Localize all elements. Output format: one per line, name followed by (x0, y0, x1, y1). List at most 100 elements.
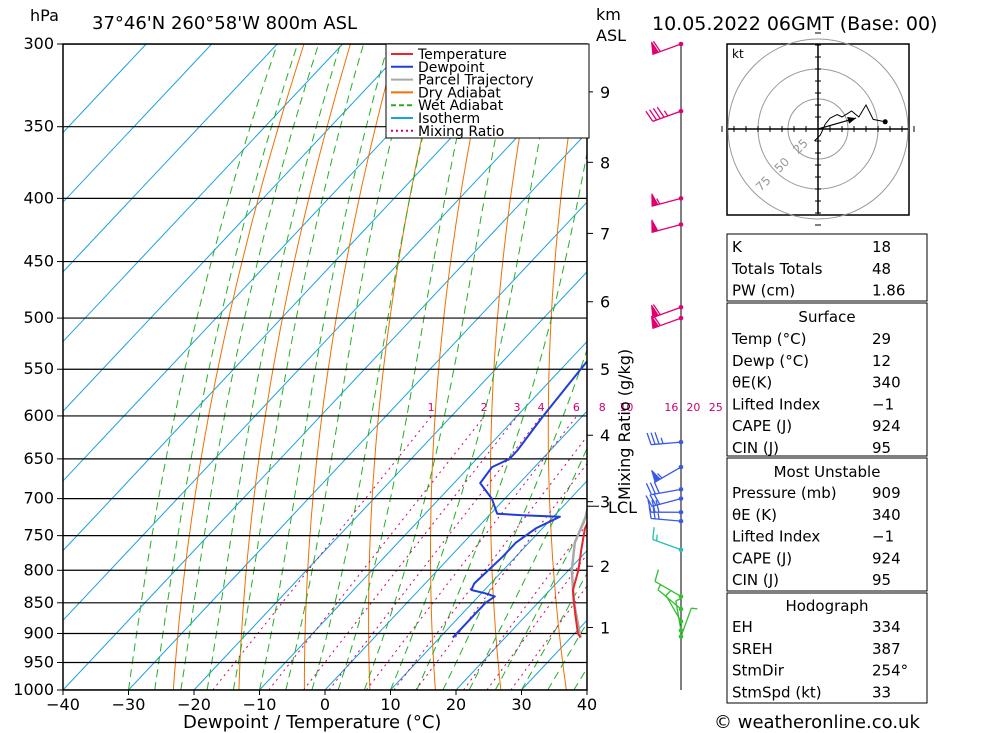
wind-barb-full (649, 494, 657, 506)
wet-adiabat-line (390, 44, 559, 690)
wind-barb-full (655, 500, 660, 513)
dewpoint-line (452, 359, 587, 639)
pressure-tick-label: 500 (23, 308, 54, 327)
index-row-label: PW (cm) (732, 282, 795, 300)
dry-adiabat-line (954, 44, 1000, 690)
wind-barb-full (652, 315, 661, 326)
sounding-series (452, 359, 587, 639)
wet-adiabat-line (232, 44, 365, 690)
km-tick-labels: 1 2 3 4 5 6 7 8 9 (587, 83, 610, 637)
wind-barb-staff (654, 580, 682, 598)
x-axis-label: Dewpoint / Temperature (°C) (183, 712, 441, 733)
wind-barb-staff (680, 607, 692, 637)
wind-barb-staff (652, 110, 682, 123)
pressure-tick-label: 450 (23, 252, 54, 271)
wind-barb-full (652, 40, 661, 52)
km-tick-label: 2 (600, 557, 610, 576)
wind-barb-half (655, 534, 658, 541)
isotherm-line (63, 44, 409, 412)
hodograph-stats-row-value: 33 (872, 683, 891, 701)
hodograph-stats-row-label: SREH (732, 640, 773, 658)
datetime-title: 10.05.2022 06GMT (Base: 00) (652, 13, 937, 35)
surface-row-value: 29 (872, 330, 891, 348)
wind-barb-full (648, 506, 652, 519)
wet-adiabat-line (180, 44, 320, 690)
hodograph-end-dot (882, 119, 888, 125)
pressure-tick-label: 600 (23, 406, 54, 425)
hodograph-stats-row-label: EH (732, 618, 753, 636)
mixing-ratio-label: 25 (709, 401, 723, 414)
km-unit-label: km (596, 5, 621, 24)
mixing-ratio-line (393, 435, 587, 690)
legend-label: Dewpoint (418, 60, 485, 76)
mixing-ratio-label: 4 (538, 401, 545, 414)
wind-barb-full (651, 500, 656, 513)
wind-barb-full (654, 569, 660, 582)
isotherm-line (63, 62, 587, 622)
mixing-ratio-labels: 1 2 3 4 6 8 10 16 20 25 (428, 401, 723, 414)
wind-level-dot (678, 439, 684, 445)
temperature-tick-label: −30 (112, 695, 146, 714)
wind-level-dot (678, 41, 684, 47)
wet-adiabat-line (363, 44, 516, 690)
index-row-value: 1.86 (872, 282, 905, 300)
hodograph-unit: kt (732, 47, 744, 61)
pressure-tick-label: 400 (23, 188, 54, 207)
most-unstable-row-value: −1 (872, 528, 894, 546)
pressure-tick-label: 750 (23, 526, 54, 545)
isotherm-line (63, 44, 147, 134)
wind-barb-staff (651, 441, 682, 446)
wind-barb-pennant (651, 193, 659, 207)
temperature-tick-label: 40 (577, 695, 597, 714)
wind-barb-full (652, 527, 655, 540)
parcel-trajectory-line (570, 505, 587, 638)
mixing-ratio-axis-label: Mixing Ratio (g/kg) (615, 349, 634, 500)
mixing-ratio-label: 3 (513, 401, 520, 414)
wind-barb-pennant (651, 469, 662, 483)
wind-barb-half (663, 110, 669, 117)
surface-row-value: −1 (872, 395, 894, 413)
pressure-tick-label: 350 (23, 117, 54, 136)
legend-label: Temperature (417, 47, 507, 63)
wind-barb-half (657, 473, 663, 479)
surface-row-label: θE(K) (732, 374, 772, 392)
index-row-value: 48 (872, 260, 891, 278)
isotherm-line (455, 549, 587, 690)
most-unstable-row-value: 924 (872, 549, 901, 567)
isotherm-line (63, 44, 540, 552)
index-row-label: K (732, 238, 743, 256)
isotherm-line (63, 44, 213, 203)
isotherm-line (193, 271, 587, 690)
isotherm-line (324, 410, 587, 690)
legend-label: Isotherm (418, 111, 480, 127)
isotherm-line (63, 131, 587, 690)
temperature-tick-label: −10 (243, 695, 277, 714)
temperature-line (571, 521, 587, 639)
wind-level-dot (678, 304, 684, 310)
wind-barb-full (653, 481, 660, 494)
pressure-tick-label: 700 (23, 489, 54, 508)
temperature-tick-label: 30 (511, 695, 531, 714)
mixing-ratio-label: 20 (686, 401, 700, 414)
wind-barb-staff (651, 517, 682, 522)
wind-barbs (645, 40, 698, 639)
isotherm-line (63, 44, 475, 482)
wind-level-dot (678, 496, 684, 501)
wind-barb-full (656, 106, 665, 118)
indices-box (726, 233, 928, 302)
storm-motion-arrowhead (847, 117, 857, 124)
wind-barb-pennant (651, 304, 660, 319)
wind-level-dot (678, 464, 684, 470)
wet-adiabat-line (154, 44, 299, 690)
temperature-tick-label: 10 (380, 695, 400, 714)
pressure-unit-label: hPa (30, 6, 59, 25)
wind-barb-full (646, 432, 652, 445)
index-row-value: 18 (872, 238, 891, 256)
wind-barb-staff (675, 600, 682, 631)
km-tick-label: 7 (600, 224, 610, 243)
pressure-tick-label: 1000 (13, 680, 54, 699)
pressure-tick-label: 850 (23, 593, 54, 612)
most-unstable-row-value: 909 (872, 484, 901, 502)
isobar-lines (63, 44, 587, 690)
